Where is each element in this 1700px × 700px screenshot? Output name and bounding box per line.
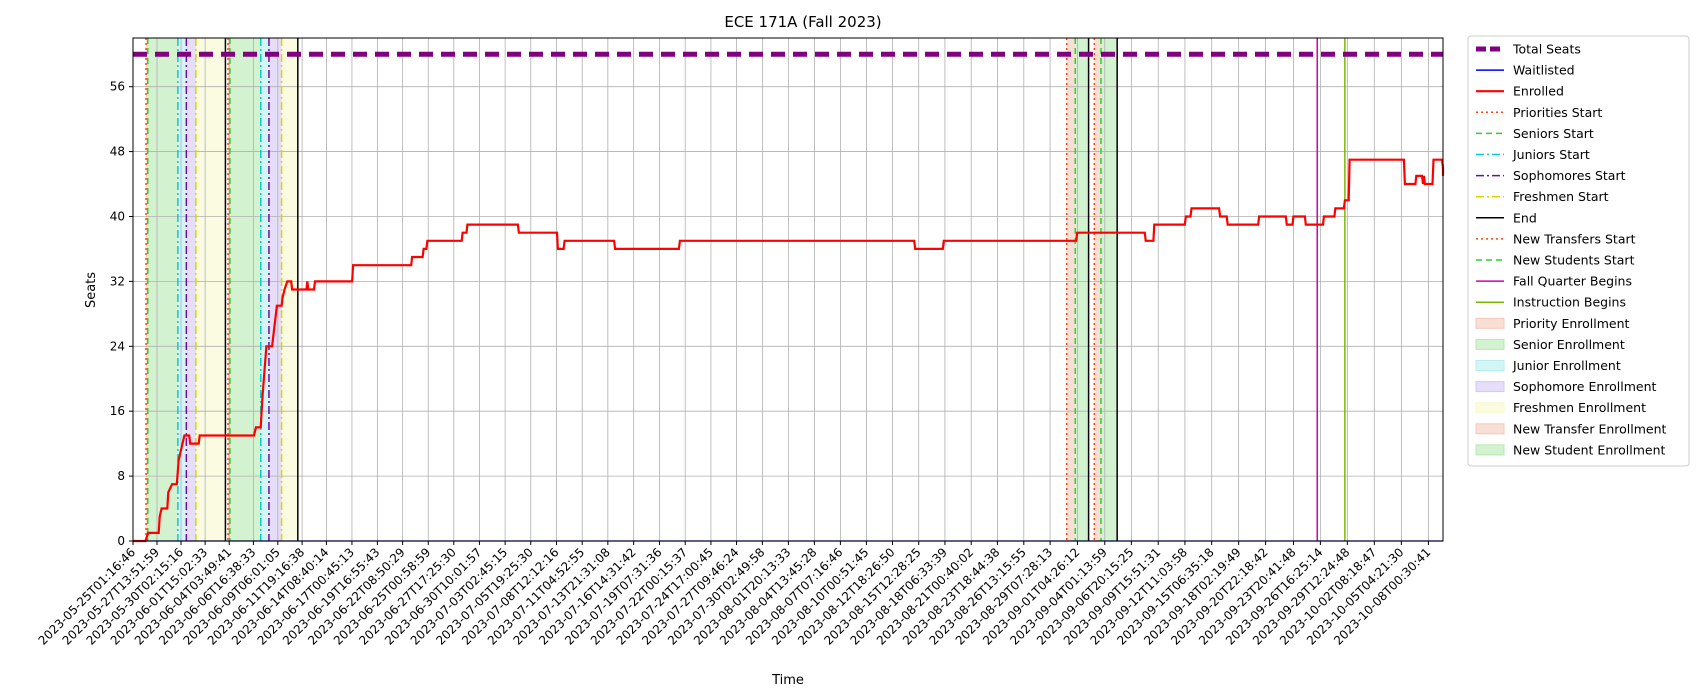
legend-swatch-sophomore-enrollment (1475, 381, 1505, 393)
legend-label-enrolled: Enrolled (1513, 84, 1564, 99)
region-new-student-enrollment-0 (1100, 38, 1118, 541)
legend-label-priorities-start: Priorities Start (1513, 105, 1602, 120)
legend-label-waitlisted: Waitlisted (1513, 63, 1575, 78)
region-junior-enrollment-0 (177, 38, 187, 541)
legend-label-sophomores-start: Sophomores Start (1513, 168, 1626, 183)
legend-label-senior-enrollment: Senior Enrollment (1513, 337, 1625, 352)
y-tick-label-6: 48 (110, 145, 125, 159)
legend-label-seniors-start: Seniors Start (1513, 126, 1594, 141)
legend-swatch-freshmen-enrollment (1475, 402, 1505, 414)
legend-swatch-new-transfer-enrollment (1475, 423, 1505, 435)
legend-label-end: End (1513, 210, 1537, 225)
legend-label-freshmen-enrollment: Freshmen Enrollment (1513, 400, 1646, 415)
legend-label-new-student-enrollment: New Student Enrollment (1513, 442, 1665, 457)
region-freshmen-enrollment-0 (195, 38, 226, 541)
region-new-transfer-enrollment-0 (1094, 38, 1101, 541)
region-priority-enrollment-2 (1066, 38, 1076, 541)
grid (132, 38, 1443, 542)
legend-label-new-students-start: New Students Start (1513, 253, 1635, 268)
series-enrolled (133, 158, 1445, 543)
legend-label-freshmen-start: Freshmen Start (1513, 189, 1609, 204)
y-tick-label-0: 0 (117, 534, 125, 548)
legend-swatch-senior-enrollment (1475, 338, 1505, 350)
legend-swatch-new-student-enrollment (1475, 444, 1505, 456)
x-axis: 2023-05-25T01:16:462023-05-27T13:51:5920… (36, 541, 1434, 648)
legend-label-junior-enrollment: Junior Enrollment (1512, 358, 1621, 373)
chart-title: ECE 171A (Fall 2023) (724, 13, 881, 31)
y-tick-label-4: 32 (110, 274, 125, 288)
region-sophomore-enrollment-0 (186, 38, 196, 541)
y-tick-label-5: 40 (110, 209, 125, 223)
legend-label-priority-enrollment: Priority Enrollment (1513, 316, 1630, 331)
event-lines (145, 38, 1346, 541)
legend-label-total-seats: Total Seats (1512, 42, 1581, 57)
y-axis: 0 8 16 24 32 40 48 56 (110, 80, 133, 548)
legend-label-new-transfer-enrollment: New Transfer Enrollment (1513, 421, 1667, 436)
region-junior-enrollment-1 (260, 38, 269, 541)
legend-swatch-priority-enrollment (1475, 317, 1505, 329)
legend-label-fall-quarter-begins: Fall Quarter Begins (1513, 274, 1632, 289)
legend-frame (1467, 35, 1690, 467)
region-senior-enrollment-1 (229, 38, 261, 541)
x-axis-label: Time (771, 673, 804, 688)
y-tick-label-7: 56 (110, 80, 125, 94)
region-sophomore-enrollment-1 (268, 38, 282, 541)
legend-label-sophomore-enrollment: Sophomore Enrollment (1513, 379, 1657, 394)
y-tick-label-3: 24 (110, 339, 125, 353)
y-axis-label: Seats (84, 272, 99, 308)
region-freshmen-enrollment-1 (281, 38, 298, 541)
legend-label-new-transfers-start: New Transfers Start (1513, 231, 1636, 246)
region-senior-enrollment-0 (147, 38, 178, 541)
legend: Total Seats Waitlisted Enrolled Priorities … (1467, 35, 1690, 467)
region-senior-enrollment-2 (1075, 38, 1089, 541)
region-priority-enrollment-0 (146, 38, 148, 541)
y-tick-label-2: 16 (110, 404, 125, 418)
y-tick-label-1: 8 (117, 469, 125, 483)
legend-label-instruction-begins: Instruction Begins (1513, 295, 1626, 310)
legend-label-juniors-start: Juniors Start (1512, 147, 1590, 162)
legend-swatch-junior-enrollment (1475, 360, 1505, 371)
